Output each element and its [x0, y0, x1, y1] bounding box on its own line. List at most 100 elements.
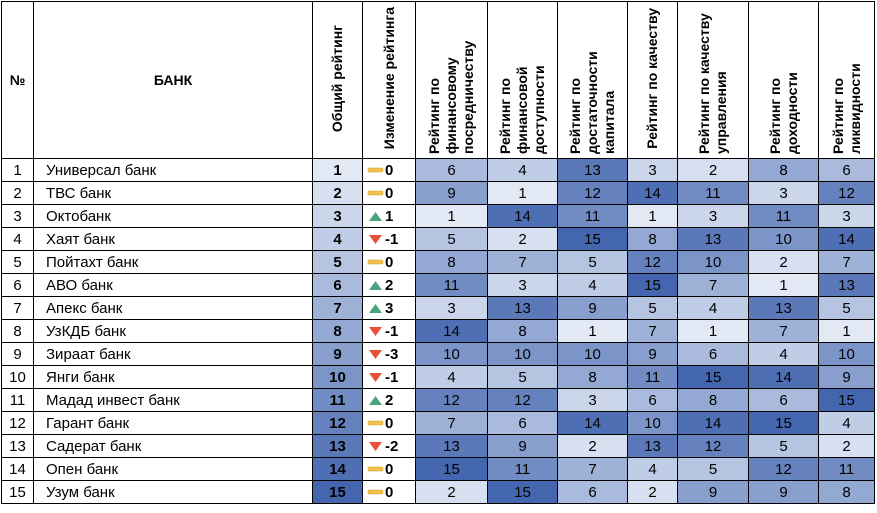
- rating-cell: 14: [818, 227, 875, 251]
- change-icon: [369, 350, 382, 360]
- rating-cell: 3: [748, 181, 819, 205]
- rating-cell: 4: [748, 342, 819, 366]
- bank-name: Узум банк: [33, 480, 313, 504]
- table-row: 1 Универсал банк 1 0 6 4 13 3 2 8 6: [1, 158, 875, 182]
- rating-cell: 3: [627, 158, 678, 182]
- row-number: 2: [1, 181, 34, 205]
- rating-cell: 8: [748, 158, 819, 182]
- rating-change: 0: [362, 411, 416, 435]
- change-icon: [367, 191, 384, 196]
- rating-cell: 1: [415, 204, 488, 228]
- overall-rating: 14: [312, 457, 363, 481]
- change-value: 0: [385, 253, 394, 271]
- rating-cell: 14: [557, 411, 628, 435]
- rating-cell: 3: [677, 204, 749, 228]
- change-shape: [367, 467, 384, 472]
- table-row: 6 АВО банк 6 2 11 3 4 15 7 1 13: [1, 273, 875, 297]
- rating-cell: 7: [818, 250, 875, 274]
- header-row: № БАНК Общий рейтинг Изменение рейтинга Рейт…: [1, 1, 875, 159]
- change-value: 0: [385, 483, 394, 501]
- rating-cell: 4: [677, 296, 749, 320]
- rating-cell: 2: [557, 434, 628, 458]
- rating-cell: 11: [677, 181, 749, 205]
- rating-cell: 9: [748, 480, 819, 504]
- rating-change: -2: [362, 434, 416, 458]
- header-text: Рейтинг по доходности: [766, 71, 800, 154]
- row-number: 12: [1, 411, 34, 435]
- rating-cell: 7: [557, 457, 628, 481]
- row-number: 6: [1, 273, 34, 297]
- change-icon: [369, 235, 382, 245]
- change-icon: [369, 327, 382, 337]
- rating-cell: 6: [557, 480, 628, 504]
- rating-cell: 9: [557, 296, 628, 320]
- change-shape: [369, 373, 382, 383]
- rating-cell: 11: [748, 204, 819, 228]
- rating-cell: 10: [748, 227, 819, 251]
- rating-change: 0: [362, 480, 416, 504]
- rating-change: 0: [362, 457, 416, 481]
- rating-cell: 2: [487, 227, 558, 251]
- rating-change: 0: [362, 250, 416, 274]
- rating-cell: 1: [818, 319, 875, 343]
- rating-cell: 12: [818, 181, 875, 205]
- rating-cell: 4: [627, 457, 678, 481]
- rating-cell: 14: [677, 411, 749, 435]
- header-text: Рейтинг по ликвидности: [829, 62, 863, 154]
- bank-name: Универсал банк: [33, 158, 313, 182]
- header-text: Рейтинг по качеству: [644, 8, 660, 149]
- bank-name: Пойтахт банк: [33, 250, 313, 274]
- rating-cell: 4: [818, 411, 875, 435]
- rating-cell: 1: [677, 319, 749, 343]
- change-value: 0: [385, 184, 394, 202]
- bank-name: АВО банк: [33, 273, 313, 297]
- change-shape: [369, 396, 382, 406]
- row-number: 1: [1, 158, 34, 182]
- rating-cell: 14: [487, 204, 558, 228]
- overall-rating: 12: [312, 411, 363, 435]
- header-text: Изменение рейтинга: [380, 7, 397, 150]
- change-icon: [367, 421, 384, 426]
- table-row: 11 Мадад инвест банк 11 2 12 12 3 6 8 6 15: [1, 388, 875, 412]
- rating-cell: 12: [627, 250, 678, 274]
- table-row: 13 Садерат банк 13 -2 13 9 2 13 12 5 2: [1, 434, 875, 458]
- bank-name: Октобанк: [33, 204, 313, 228]
- rating-change: 2: [362, 388, 416, 412]
- rating-cell: 12: [677, 434, 749, 458]
- rating-cell: 2: [415, 480, 488, 504]
- rating-cell: 2: [818, 434, 875, 458]
- rating-change: -1: [362, 319, 416, 343]
- column-header: Рейтинг по финансовому посредничеству: [415, 1, 488, 159]
- table-row: 7 Апекс банк 7 3 3 13 9 5 4 13 5: [1, 296, 875, 320]
- rating-cell: 12: [748, 457, 819, 481]
- change-value: 0: [385, 161, 394, 179]
- rating-cell: 11: [627, 365, 678, 389]
- rating-cell: 2: [748, 250, 819, 274]
- column-header: Рейтинг по ликвидности: [818, 1, 875, 159]
- rating-cell: 4: [557, 273, 628, 297]
- row-number: 9: [1, 342, 34, 366]
- overall-rating: 7: [312, 296, 363, 320]
- change-shape: [369, 281, 382, 291]
- header-text: Рейтинг по финансовому посредничеству: [426, 40, 476, 154]
- row-number: 13: [1, 434, 34, 458]
- overall-rating: 2: [312, 181, 363, 205]
- header-text: №: [9, 72, 26, 88]
- header-text: БАНК: [153, 72, 193, 88]
- rating-cell: 5: [677, 457, 749, 481]
- rating-cell: 1: [627, 204, 678, 228]
- rating-cell: 7: [415, 411, 488, 435]
- rating-cell: 15: [677, 365, 749, 389]
- rating-cell: 13: [415, 434, 488, 458]
- rating-cell: 4: [487, 158, 558, 182]
- row-number: 15: [1, 480, 34, 504]
- rating-change: 1: [362, 204, 416, 228]
- change-value: 1: [385, 207, 394, 225]
- row-number: 8: [1, 319, 34, 343]
- row-number: 14: [1, 457, 34, 481]
- column-header: БАНК: [33, 1, 313, 159]
- row-number: 3: [1, 204, 34, 228]
- rating-cell: 10: [818, 342, 875, 366]
- rating-cell: 13: [818, 273, 875, 297]
- header-text: Рейтинг по качеству управления: [696, 12, 729, 154]
